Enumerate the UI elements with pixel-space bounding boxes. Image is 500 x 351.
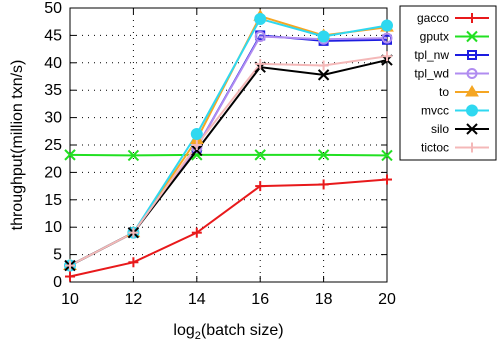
x-tick-label: 10 bbox=[61, 291, 79, 308]
legend-label: tpl_nw bbox=[414, 48, 449, 62]
data-point-mvcc bbox=[317, 30, 330, 43]
y-tick-label: 5 bbox=[53, 247, 62, 264]
legend-label: gputx bbox=[420, 30, 449, 44]
data-point-gacco bbox=[318, 179, 329, 190]
marker-shape bbox=[254, 12, 267, 25]
data-point-tictoc bbox=[128, 227, 139, 238]
series-line-gputx bbox=[69, 153, 388, 157]
data-point-tictoc bbox=[191, 140, 202, 150]
marker-stroke bbox=[64, 149, 76, 161]
series-markers bbox=[63, 9, 394, 282]
marker-shape bbox=[381, 32, 393, 44]
marker-shape bbox=[317, 30, 330, 43]
data-point-gacco bbox=[65, 271, 75, 282]
y-tick-label: 25 bbox=[44, 137, 62, 154]
series-line-gacco bbox=[69, 178, 388, 278]
y-tick-label: 0 bbox=[53, 274, 62, 291]
data-point-gputx bbox=[127, 149, 140, 162]
data-point-gacco bbox=[191, 227, 202, 238]
legend-swatch-marker bbox=[466, 68, 478, 79]
marker-shape bbox=[466, 104, 478, 117]
data-point-gacco bbox=[382, 174, 392, 185]
x-axis-label-rest: (batch size) bbox=[201, 322, 284, 339]
x-tick-label: 14 bbox=[188, 291, 206, 308]
legend-swatch-marker bbox=[465, 85, 479, 97]
series-line-tictoc bbox=[69, 55, 388, 267]
y-axis-ticks: 0 5 10 15 20 25 30 35 40 45 50 bbox=[44, 0, 387, 291]
x-axis-label-subscript: 2 bbox=[195, 330, 201, 342]
legend-swatch-marker bbox=[467, 50, 477, 60]
y-tick-label: 45 bbox=[44, 27, 62, 44]
series-line-mvcc bbox=[69, 17, 388, 267]
data-point-gacco bbox=[255, 181, 266, 192]
data-point-tictoc bbox=[65, 260, 75, 271]
legend-label: to bbox=[439, 85, 449, 99]
data-point-tpl_wd bbox=[381, 32, 393, 44]
y-tick-label: 15 bbox=[44, 192, 62, 209]
data-point-mvcc bbox=[254, 12, 267, 25]
data-point-gacco bbox=[128, 257, 139, 268]
data-point-silo bbox=[191, 144, 203, 157]
data-point-tictoc bbox=[255, 58, 266, 69]
marker-stroke bbox=[254, 149, 266, 161]
data-point-mvcc bbox=[190, 128, 203, 141]
legend-label: tpl_wd bbox=[414, 67, 449, 81]
x-tick-label: 16 bbox=[251, 291, 269, 308]
marker-stroke bbox=[191, 144, 203, 157]
series-lines bbox=[69, 15, 388, 278]
legend-label: tictoc bbox=[421, 141, 449, 155]
y-axis-label: throughput(million txn/s) bbox=[9, 60, 26, 231]
marker-stroke bbox=[466, 30, 478, 43]
data-point-mvcc bbox=[381, 19, 393, 32]
x-tick-label: 12 bbox=[125, 291, 143, 308]
marker-shape bbox=[467, 50, 477, 60]
marker-stroke bbox=[317, 149, 330, 161]
x-tick-label: 18 bbox=[315, 291, 333, 308]
y-tick-label: 30 bbox=[44, 110, 62, 127]
legend-swatch-marker bbox=[466, 30, 478, 43]
data-point-gputx bbox=[64, 149, 76, 161]
marker-shape bbox=[465, 85, 479, 97]
x-axis-label-main: log bbox=[173, 322, 194, 339]
data-point-gputx bbox=[381, 149, 393, 162]
x-tick-label: 20 bbox=[378, 291, 396, 308]
data-point-silo bbox=[317, 69, 330, 81]
marker-shape bbox=[466, 68, 478, 79]
marker-shape bbox=[254, 30, 266, 42]
x-axis-label: log2(batch size) bbox=[173, 322, 283, 342]
data-point-gputx bbox=[317, 149, 330, 161]
marker-shape bbox=[381, 19, 393, 32]
legend-label: silo bbox=[431, 122, 449, 136]
data-point-tictoc bbox=[318, 60, 329, 71]
x-axis-ticks: 10 12 14 16 18 20 bbox=[61, 8, 396, 308]
y-tick-label: 40 bbox=[44, 55, 62, 72]
legend-label: gacco bbox=[417, 11, 449, 25]
legend-box bbox=[399, 5, 497, 161]
legend-swatch-marker bbox=[467, 142, 477, 153]
marker-shape bbox=[190, 128, 203, 141]
y-tick-label: 10 bbox=[44, 219, 62, 236]
marker-stroke bbox=[317, 69, 330, 81]
series-line-to bbox=[69, 15, 388, 267]
data-point-tpl_wd bbox=[254, 30, 266, 42]
series-line-tpl_nw bbox=[69, 34, 388, 267]
legend-swatch-marker bbox=[466, 123, 478, 135]
y-tick-label: 35 bbox=[44, 82, 62, 99]
marker-stroke bbox=[381, 149, 393, 162]
y-tick-label: 20 bbox=[44, 164, 62, 181]
marker-stroke bbox=[127, 149, 140, 162]
marker-stroke bbox=[466, 123, 478, 135]
legend-label: mvcc bbox=[421, 104, 449, 118]
data-point-tictoc bbox=[382, 51, 392, 62]
data-point-gputx bbox=[254, 149, 266, 161]
legend-swatch-marker bbox=[467, 13, 477, 23]
y-tick-label: 50 bbox=[44, 0, 62, 17]
legend-swatch-marker bbox=[466, 104, 478, 117]
